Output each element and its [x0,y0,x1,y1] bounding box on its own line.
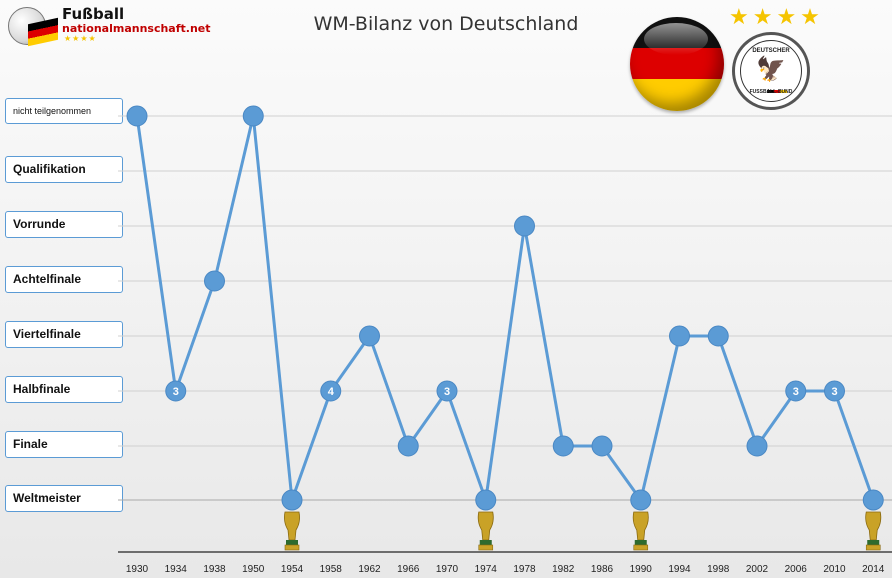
x-tick-label: 1958 [320,564,343,575]
site-logo[interactable]: Fußball nationalmannschaft.net ★★★★ [4,3,211,47]
data-point [785,380,807,402]
logo-title: Fußball [62,5,125,23]
level-label: Weltmeister [5,485,123,512]
level-label: Finale [5,431,123,458]
germany-flag-icon [630,17,724,111]
x-tick-label: 1970 [436,564,459,575]
x-tick-label: 1994 [668,564,691,575]
eagle-icon: 🦅 [756,56,786,83]
x-tick-label: 2006 [785,564,808,575]
x-tick-label: 1986 [591,564,614,575]
data-point [436,380,458,402]
data-point [126,105,148,127]
data-point [242,105,264,127]
data-point [824,380,845,402]
level-label: Vorrunde [5,211,123,238]
data-label: 4 [328,386,335,398]
series-line [135,114,875,502]
x-tick-label: 1934 [165,564,188,575]
level-label: Viertelfinale [5,321,123,348]
x-tick-label: 1966 [397,564,420,575]
x-tick-label: 1954 [281,564,304,575]
logo-stars-icon: ★★★★ [64,34,97,43]
data-point [165,380,187,402]
data-point [552,435,574,457]
x-tick-label: 1930 [126,564,149,575]
x-tick-label: 1978 [513,564,536,575]
data-point [514,215,535,237]
data-label: 3 [173,386,179,398]
data-point [862,489,884,511]
data-point [397,435,419,457]
logo-domain: nationalmannschaft.net [62,22,211,35]
x-tick-label: 1998 [707,564,730,575]
level-label: Qualifikation [5,156,123,183]
x-tick-label: 1982 [552,564,575,575]
x-tick-label: 1974 [475,564,498,575]
world-cup-trophy-icon [865,511,882,551]
data-point [359,325,380,347]
x-tick-label: 2002 [746,564,769,575]
level-label: Achtelfinale [5,266,123,293]
dfb-badge-bottom-text: FUSSBALL-BUND [749,89,793,95]
data-point [204,270,225,292]
world-cup-trophy-icon [284,511,300,551]
data-point [475,489,497,511]
x-tick-label: 1938 [203,564,226,575]
x-tick-label: 1950 [242,564,265,575]
x-tick-label: 2014 [862,564,885,575]
chart-title: WM-Bilanz von Deutschland [313,13,579,35]
data-point [281,489,303,511]
championship-stars-icon: ★★★★ [729,4,824,29]
level-label: nicht teilgenommen [5,98,123,124]
dfb-badge-icon: DEUTSCHER 🦅 FUSSBALL-BUND [732,32,810,110]
data-point [669,325,690,347]
dfb-band [767,90,787,93]
data-point [591,435,613,457]
data-label: 3 [793,386,799,398]
world-cup-trophy-icon [477,511,494,551]
x-tick-label: 1990 [630,564,653,575]
data-point [320,380,342,402]
data-label: 3 [444,386,450,398]
data-point [707,325,729,347]
data-point [746,435,768,457]
data-point [630,489,652,511]
level-label: Halbfinale [5,376,123,403]
x-tick-label: 1962 [358,564,381,575]
x-tick-label: 2010 [823,564,846,575]
data-label: 3 [831,386,837,398]
world-cup-trophy-icon [632,511,649,551]
dfb-badge-top-text: DEUTSCHER [752,48,790,54]
